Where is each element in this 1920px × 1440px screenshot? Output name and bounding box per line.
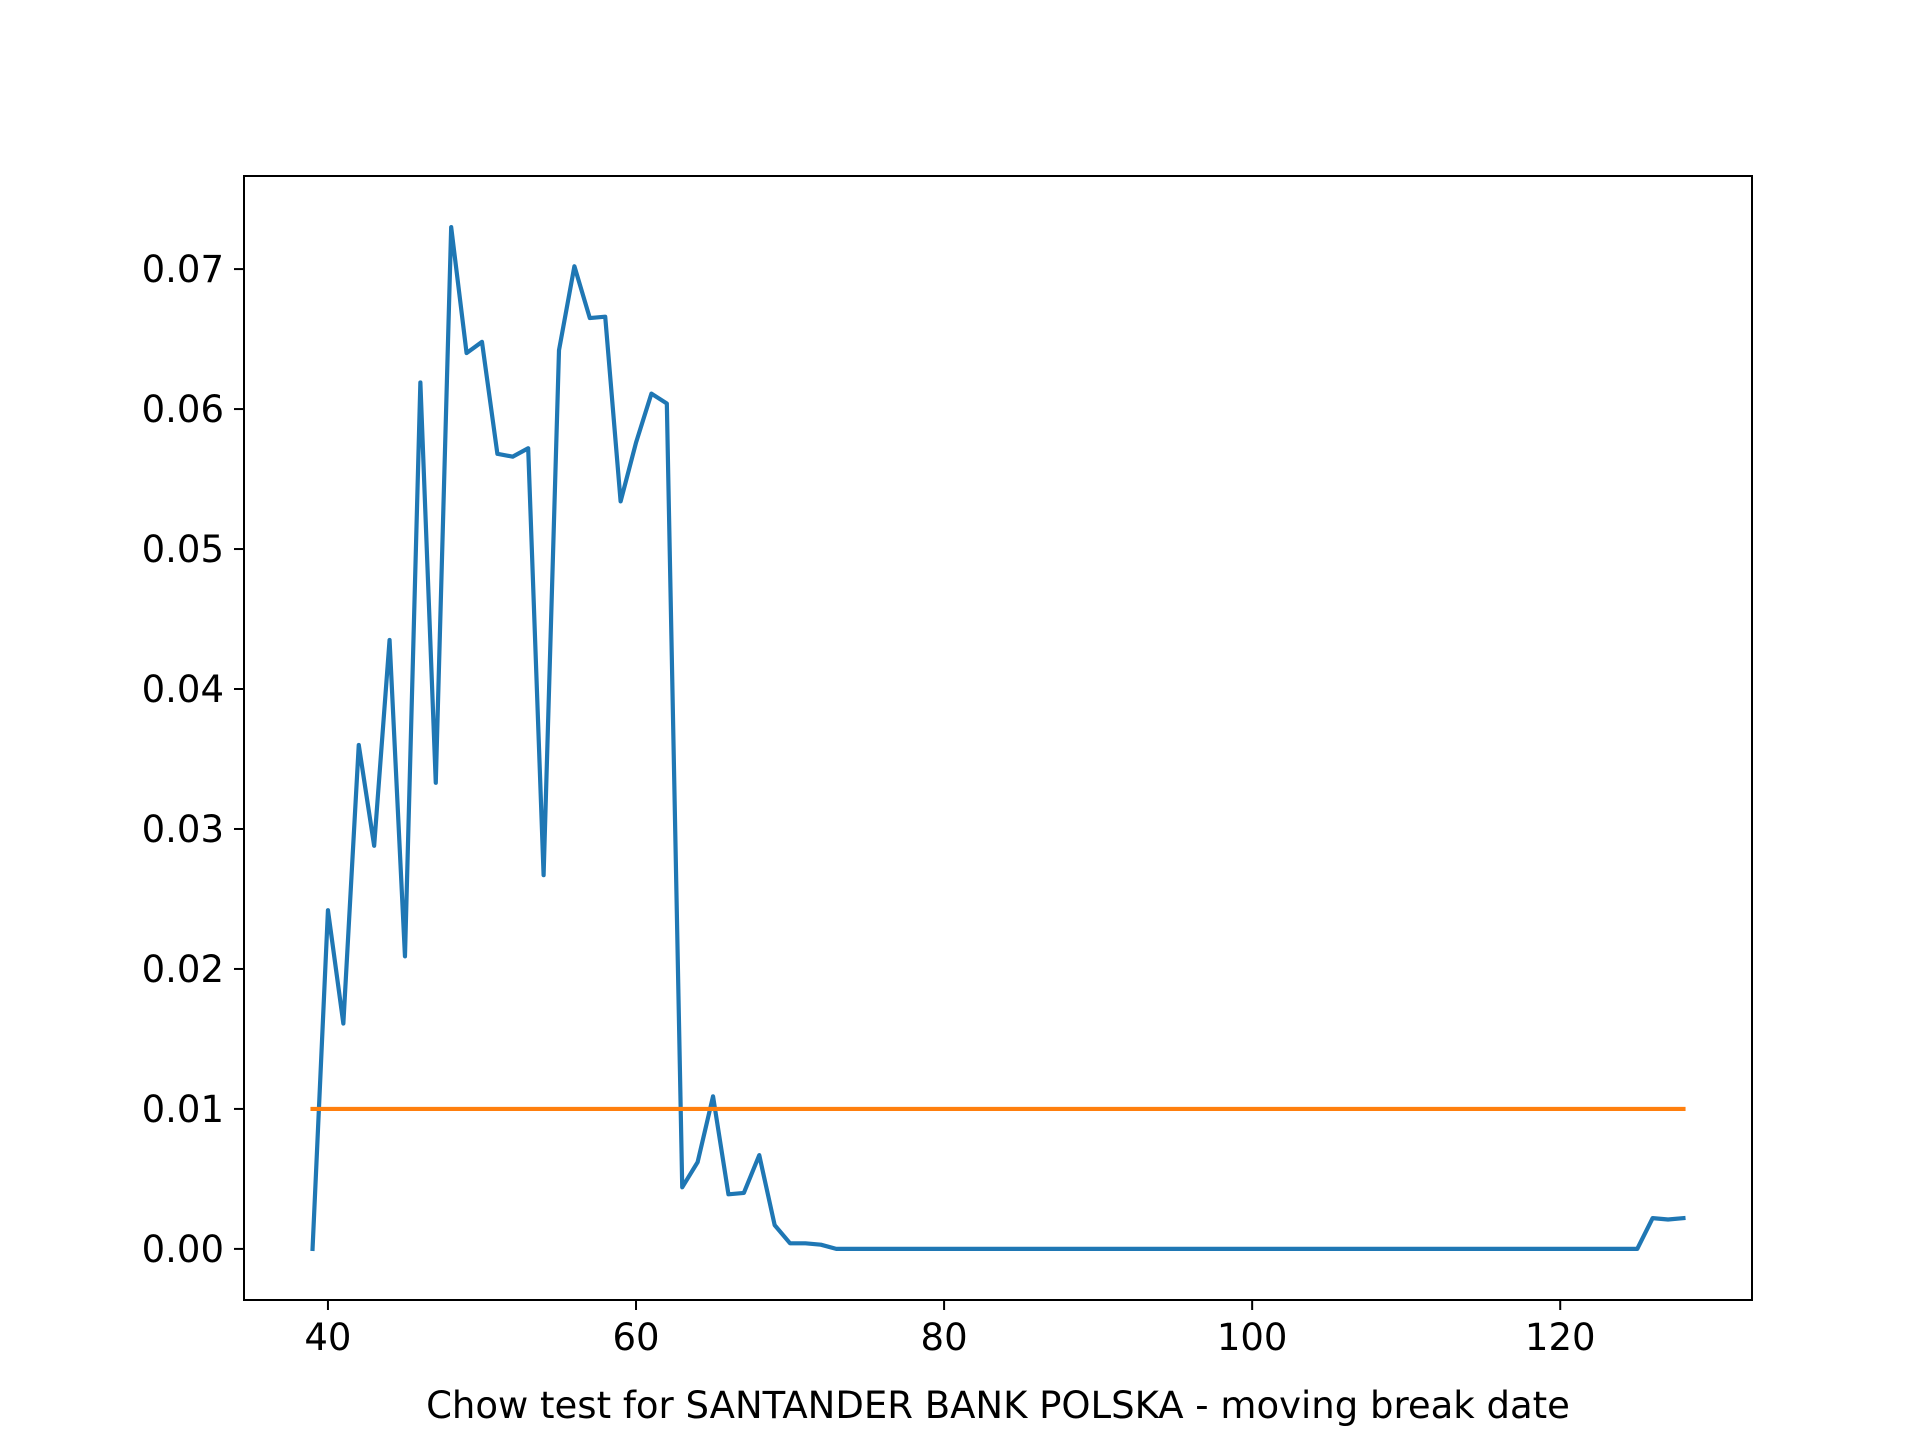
- y-tick-label: 0.07: [142, 248, 224, 291]
- series-line-1: [310, 224, 1686, 1252]
- y-axis: 0.00 0.01 0.02 0.03 0.04 0.05 0.06 0.07: [142, 248, 244, 1271]
- x-tick-label: 100: [1217, 1316, 1288, 1359]
- y-tick-label: 0.02: [142, 948, 224, 991]
- x-axis: 40 60 80 100 120: [304, 1300, 1596, 1359]
- y-tick-label: 0.04: [142, 668, 224, 711]
- y-tick-label: 0.06: [142, 388, 224, 431]
- x-tick-label: 40: [304, 1316, 351, 1359]
- x-tick-label: 120: [1525, 1316, 1596, 1359]
- y-tick-label: 0.03: [142, 808, 224, 851]
- y-tick-label: 0.05: [142, 528, 224, 571]
- x-tick-label: 60: [612, 1316, 659, 1359]
- series-layer: [310, 224, 1686, 1252]
- y-tick-label: 0.01: [142, 1088, 224, 1131]
- x-tick-label: 80: [921, 1316, 968, 1359]
- x-axis-label: Chow test for SANTANDER BANK POLSKA - mo…: [426, 1384, 1570, 1427]
- plot-frame: [243, 175, 1753, 1301]
- y-tick-label: 0.00: [142, 1228, 224, 1271]
